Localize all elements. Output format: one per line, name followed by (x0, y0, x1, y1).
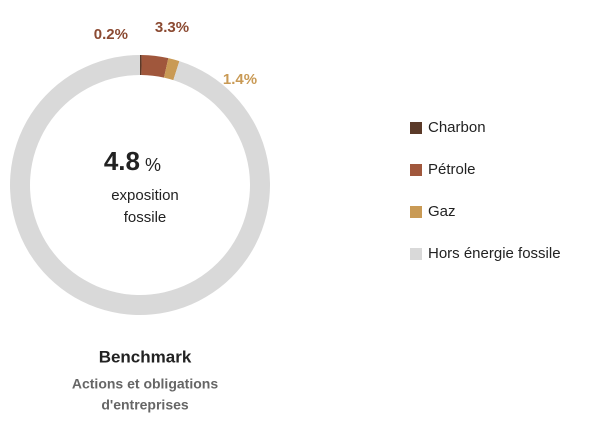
center-unit: % (145, 155, 161, 175)
legend-label: Gaz (428, 203, 456, 220)
center-value: 4.8 (104, 146, 140, 176)
data-label: 0.2% (94, 26, 128, 43)
caption-title: Benchmark (99, 347, 192, 366)
data-label: 3.3% (155, 19, 189, 36)
legend-swatch (410, 248, 422, 260)
donut-segment (141, 55, 169, 78)
legend-swatch (410, 206, 422, 218)
legend-label: Hors énergie fossile (428, 245, 561, 262)
donut-segment (140, 55, 142, 76)
caption-subtitle: d'entreprises (101, 397, 189, 413)
center-label: fossile (124, 209, 167, 226)
legend-swatch (410, 164, 422, 176)
donut-segment (10, 55, 271, 316)
legend-label: Charbon (428, 119, 486, 136)
legend-swatch (410, 122, 422, 134)
caption-subtitle: Actions et obligations (72, 376, 218, 392)
legend-label: Pétrole (428, 161, 476, 178)
data-label: 1.4% (223, 71, 257, 88)
donut-segment (163, 58, 180, 81)
center-label: exposition (111, 187, 179, 204)
